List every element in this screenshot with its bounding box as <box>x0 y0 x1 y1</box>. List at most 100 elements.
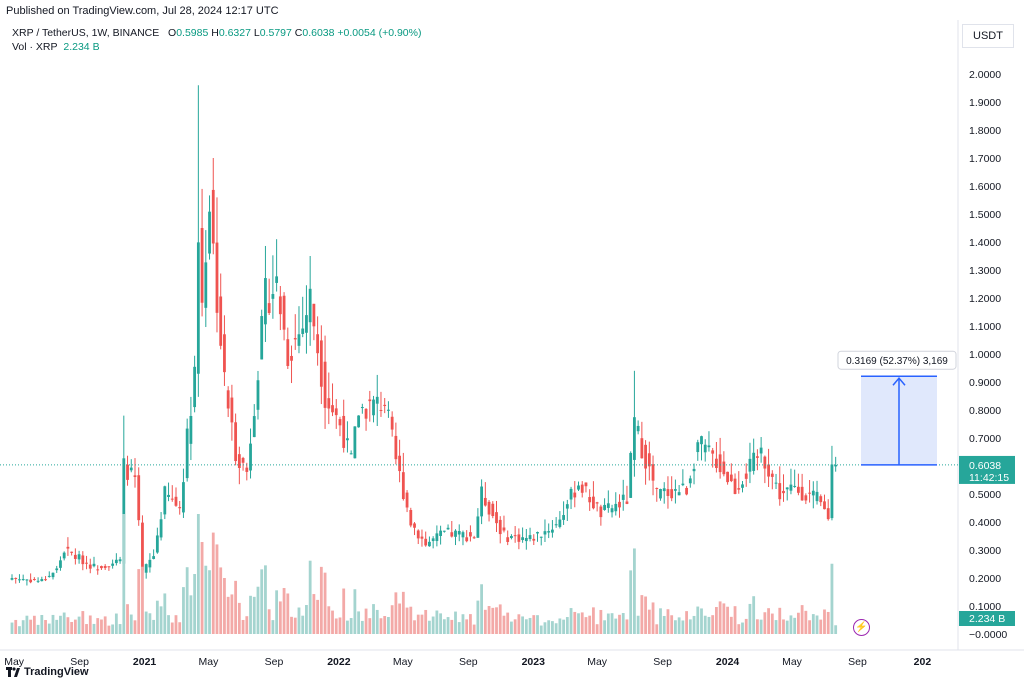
candle-body <box>357 415 361 428</box>
volume-bar <box>47 623 51 634</box>
x-tick-label: 2024 <box>716 656 740 668</box>
volume-bar <box>558 618 562 634</box>
candle-body <box>469 532 472 537</box>
volume-bar <box>25 615 29 634</box>
volume-bar <box>442 619 446 634</box>
candle-body <box>759 447 763 454</box>
candle-body <box>465 537 469 542</box>
volume-bar <box>40 614 44 634</box>
volume-bar <box>264 565 267 634</box>
candle-body <box>603 504 606 510</box>
volume-bar <box>692 615 696 634</box>
volume-bar <box>368 618 372 634</box>
candle-body <box>551 529 554 533</box>
candle-body <box>584 482 588 487</box>
candle-body <box>223 334 226 373</box>
candle-body <box>118 559 122 562</box>
volume-bar <box>234 580 238 634</box>
volume-bar <box>10 622 14 634</box>
candle-body <box>226 390 230 409</box>
open-value: 0.5985 <box>176 27 209 39</box>
volume-bar <box>152 619 156 634</box>
volume-bar <box>614 618 618 634</box>
volume-bar <box>241 619 245 634</box>
volume-bar <box>342 588 346 634</box>
candle-body <box>319 340 323 387</box>
volume-bar <box>696 606 700 634</box>
candle-body <box>703 444 707 453</box>
volume-bar <box>763 612 767 634</box>
volume-bar <box>819 619 823 634</box>
candle-body <box>148 559 152 568</box>
candle-body <box>640 438 644 459</box>
candle-body <box>364 408 368 419</box>
candle-body <box>487 501 491 515</box>
candle-body <box>483 497 487 506</box>
volume-bar <box>252 596 256 634</box>
volume-bar <box>547 620 551 634</box>
volume-bar <box>465 619 469 634</box>
y-tick-label: 0.1000 <box>969 601 1001 613</box>
x-tick-label: 2021 <box>133 656 157 668</box>
lightning-icon[interactable]: ⚡ <box>853 619 870 636</box>
volume-bar <box>394 592 398 634</box>
candle-body <box>547 531 551 533</box>
volume-bar <box>282 588 286 634</box>
volume-bar <box>629 570 633 634</box>
candle-body <box>129 467 133 471</box>
volume-bar <box>92 623 96 634</box>
volume-bar <box>319 566 323 634</box>
candle-body <box>521 537 524 541</box>
volume-bar <box>293 617 297 634</box>
volume-bar <box>297 607 301 634</box>
symbol-legend[interactable]: XRP / TetherUS, 1W, BINANCE O0.5985 H0.6… <box>12 27 421 39</box>
candle-body <box>744 473 748 479</box>
volume-bar <box>178 622 182 634</box>
candle-body <box>342 415 346 448</box>
candle-body <box>81 555 85 565</box>
volume-bar <box>360 620 364 634</box>
candle-body <box>286 339 290 366</box>
candle-body <box>729 474 733 482</box>
candle-body <box>66 546 70 549</box>
volume-bar <box>726 606 729 634</box>
volume-legend[interactable]: Vol · XRP 2.234 B <box>12 41 100 53</box>
candle-body <box>398 455 402 472</box>
volume-bar <box>144 611 148 634</box>
candle-body <box>536 532 539 534</box>
volume-bar <box>111 624 115 634</box>
volume-bar <box>599 609 603 634</box>
candle-body <box>707 445 711 448</box>
candle-body <box>55 568 59 571</box>
volume-bar <box>51 614 55 634</box>
volume-bar <box>625 619 629 634</box>
volume-bar <box>666 609 670 634</box>
volume-bar <box>159 606 163 634</box>
candle-body <box>77 554 81 560</box>
candle-body <box>599 506 603 518</box>
volume-bar <box>14 619 18 634</box>
volume-bar <box>528 617 532 634</box>
volume-bar <box>789 615 793 634</box>
currency-button[interactable]: USDT <box>962 24 1014 48</box>
candle-body <box>815 491 819 502</box>
candle-body <box>379 409 383 411</box>
y-tick-label: 0.5000 <box>969 489 1001 501</box>
volume-bar <box>517 614 521 634</box>
volume-bar <box>521 616 524 634</box>
candle-body <box>539 536 543 538</box>
volume-bar <box>633 548 636 634</box>
candle-body <box>193 366 197 408</box>
candle-body <box>405 492 409 508</box>
x-tick-label: May <box>587 656 608 668</box>
volume-bar <box>29 619 33 634</box>
candle-body <box>580 484 584 493</box>
volume-bar <box>826 611 830 634</box>
volume-bar <box>18 626 21 634</box>
candle-body <box>103 565 107 569</box>
candle-body <box>823 501 826 510</box>
symbol-name[interactable]: XRP / TetherUS, 1W, BINANCE <box>12 27 160 39</box>
candle-body <box>692 468 696 472</box>
close-label: C <box>294 27 303 39</box>
